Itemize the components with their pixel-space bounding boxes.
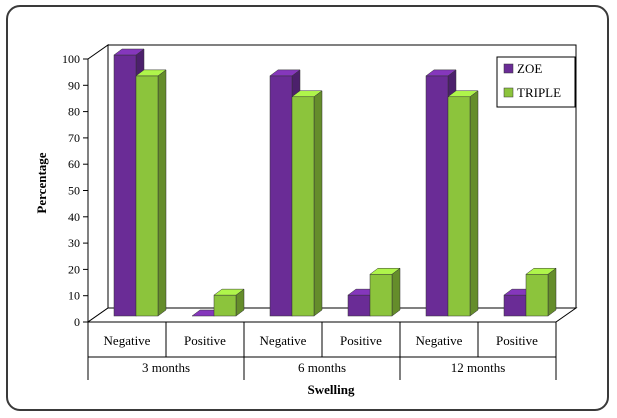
bar-triple-2	[291, 90, 323, 317]
legend: ZOE TRIPLE	[496, 56, 576, 108]
bar-top	[291, 90, 323, 98]
y-tick-label: 0	[74, 315, 80, 329]
x-category-label: Negative	[416, 333, 463, 348]
legend-label: ZOE	[517, 61, 542, 76]
bar-front	[213, 294, 237, 317]
bar-front	[503, 294, 527, 317]
x-group-label: 6 months	[298, 360, 346, 375]
bar-side	[469, 90, 479, 317]
y-axis: 0 10 20 30 40 50 60 70 80 90 100	[62, 52, 88, 329]
bar-triple-3	[369, 267, 401, 317]
bars	[113, 48, 557, 317]
y-tick-label: 60	[68, 157, 80, 171]
x-category-label: Positive	[496, 333, 538, 348]
x-group-label: 3 months	[142, 360, 190, 375]
bar-side	[313, 90, 323, 317]
bar-side	[547, 267, 557, 317]
bar-front	[425, 75, 449, 317]
legend-label: TRIPLE	[517, 85, 561, 100]
x-group-label: 12 months	[451, 360, 506, 375]
legend-swatch	[503, 87, 514, 98]
x-category-label: Negative	[104, 333, 151, 348]
y-tick-label: 90	[68, 78, 80, 92]
x-category-label: Negative	[260, 333, 307, 348]
bar-top	[213, 288, 245, 296]
bar-top	[425, 69, 457, 77]
bar-triple-0	[135, 69, 167, 317]
legend-swatch	[503, 63, 514, 74]
y-tick-label: 40	[68, 210, 80, 224]
bar-triple-5	[525, 267, 557, 317]
bar-top	[369, 267, 401, 275]
bar-top	[269, 69, 301, 77]
y-tick-label: 30	[68, 236, 80, 250]
bar-front	[447, 96, 471, 317]
bar-front	[525, 273, 549, 317]
bar-front	[369, 273, 393, 317]
bar-triple-1	[213, 288, 245, 317]
y-tick-label: 50	[68, 184, 80, 198]
bar-front	[347, 294, 371, 317]
bar-front	[291, 96, 315, 317]
bar-top	[135, 69, 167, 77]
bar-side	[157, 69, 167, 317]
y-tick-label: 70	[68, 131, 80, 145]
y-axis-label: Percentage	[34, 152, 49, 213]
bar-front	[135, 75, 159, 317]
x-axis-label: Swelling	[308, 382, 355, 397]
bar-top	[525, 267, 557, 275]
x-category-label: Positive	[340, 333, 382, 348]
y-tick-label: 20	[68, 262, 80, 276]
side-wall	[87, 44, 109, 323]
y-tick-label: 80	[68, 105, 80, 119]
x-axis: Negative Positive Negative Positive Negative…	[87, 322, 557, 380]
bar-side	[391, 267, 401, 317]
bar-front	[113, 54, 137, 317]
bar-top	[113, 48, 145, 56]
bar-triple-4	[447, 90, 479, 317]
bar-front	[269, 75, 293, 317]
y-tick-label: 10	[68, 289, 80, 303]
y-tick-label: 100	[62, 52, 80, 66]
x-category-label: Positive	[184, 333, 226, 348]
bar-top	[447, 90, 479, 98]
